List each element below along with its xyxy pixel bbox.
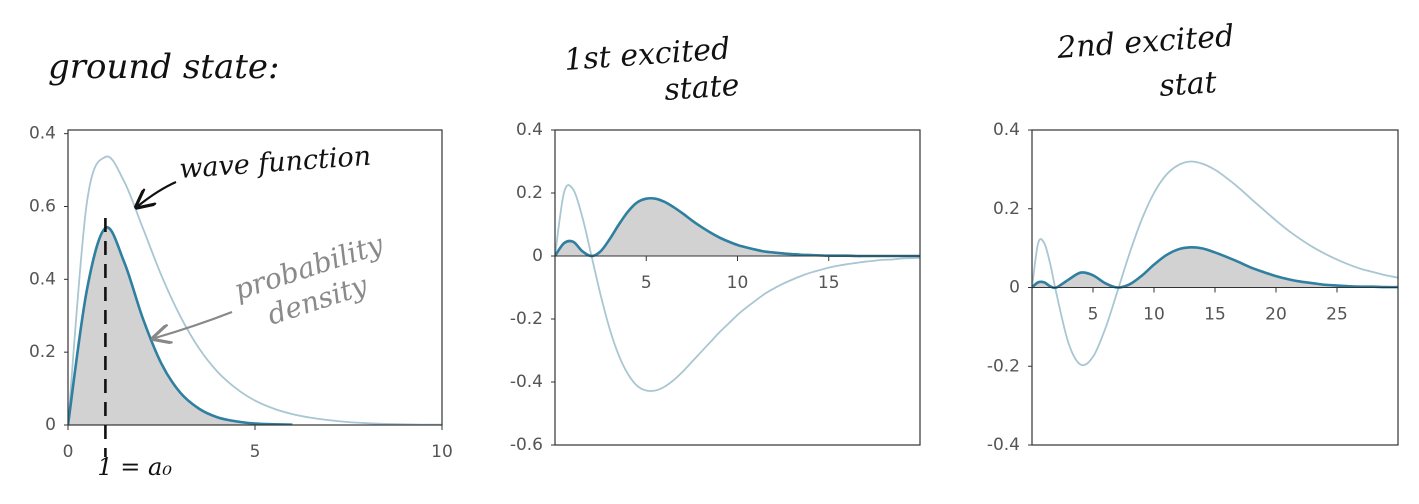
y-tick-label: 0.4 <box>29 124 56 144</box>
density-curve <box>555 196 920 258</box>
x-tick-label: 20 <box>1265 305 1287 325</box>
chart-title: stat <box>1158 65 1219 104</box>
x-tick-label: 0 <box>63 442 74 462</box>
density-arrow <box>155 310 233 338</box>
y-tick-label: 0.2 <box>516 183 543 203</box>
x-tick-label: 10 <box>431 442 453 462</box>
y-tick-label: 0 <box>532 246 543 266</box>
wave-label: wave function <box>178 141 372 185</box>
y-tick-label: -0.4 <box>987 435 1020 455</box>
x-tick-label: 5 <box>250 442 261 462</box>
y-tick-label: -0.4 <box>510 372 543 392</box>
y-tick-label: 0 <box>45 415 56 435</box>
wave-curve <box>555 184 920 392</box>
wave-curve <box>1032 160 1398 367</box>
chart: ground state: 0 0.2 0.4 0.6 0.4 0 5 10 1 = a₀ wave… <box>29 47 453 481</box>
y-tick-label: 0 <box>1009 278 1020 298</box>
y-tick-label: 0.2 <box>993 199 1020 219</box>
x-tick-label: 25 <box>1326 305 1348 325</box>
chart-title: ground state: <box>48 47 279 87</box>
density-label: probabilitydensity <box>230 227 399 339</box>
wave-arrow <box>138 180 177 206</box>
x-tick-label: 10 <box>1143 305 1165 325</box>
y-tick-label: 0.6 <box>29 196 56 216</box>
y-tick-label: -0.6 <box>510 435 543 455</box>
y-tick-label: -0.2 <box>987 356 1020 376</box>
y-tick-label: 0.4 <box>993 120 1020 140</box>
x-tick-label: 15 <box>818 273 840 293</box>
plot-frame <box>1031 129 1399 446</box>
y-tick-label: 0.4 <box>516 120 543 140</box>
wave-curve <box>68 155 442 425</box>
y-tick-label: 0.2 <box>29 342 56 362</box>
x-tick-label: 10 <box>727 273 749 293</box>
plot-frame <box>554 129 921 446</box>
y-tick-label: -0.2 <box>510 309 543 329</box>
x-tick-label: 5 <box>1088 305 1099 325</box>
x-tick-label: 5 <box>641 273 652 293</box>
radius-label: 1 = a₀ <box>97 453 172 481</box>
chart-title: 2nd excited <box>1055 19 1235 66</box>
density-curve <box>1032 246 1398 290</box>
chart-title: state <box>663 68 740 108</box>
plot-frame <box>67 129 443 426</box>
density-curve <box>68 226 293 425</box>
y-tick-label: 0.4 <box>29 269 56 289</box>
x-tick-label: 15 <box>1204 305 1226 325</box>
